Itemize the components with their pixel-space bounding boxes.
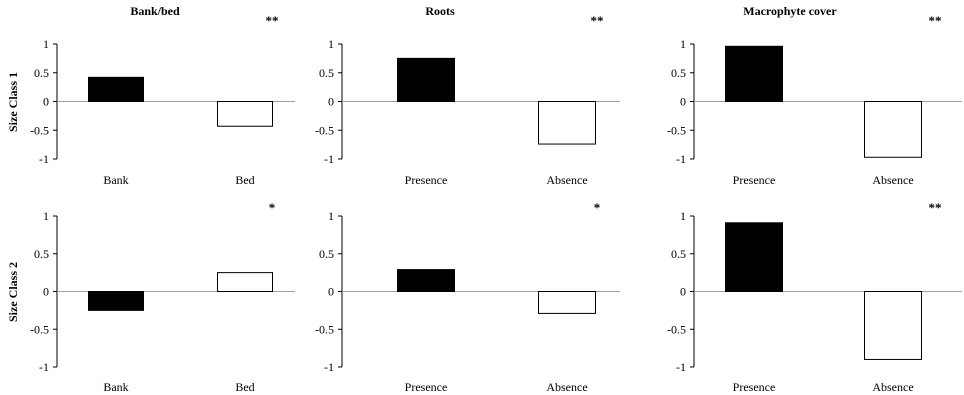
category-label: Absence [872,173,913,187]
bar-bed [217,272,273,292]
y-tick-label: 0 [680,285,686,299]
category-label: Bank [103,173,128,187]
significance-marker: * [594,200,601,215]
y-tick-label: 0 [43,95,49,109]
panel-r1-c3: 1 0.5 0 -0.5 -1 Presence Absence ** [667,13,962,187]
y-tick-label: 0.5 [34,247,49,261]
row-label-size-class-1: Size Class 1 [6,72,20,132]
bar-absence [538,101,596,145]
y-tick-label: 1 [680,209,686,223]
column-title-bank-bed: Bank/bed [130,4,180,18]
category-label: Presence [733,380,776,394]
y-tick-label: -0.5 [667,123,686,137]
panel-r2-c2: 1 0.5 0 -0.5 -1 Presence Absence * [315,200,620,394]
y-tick-label: -1 [676,152,686,166]
panel-r1-c1: 1 0.5 0 -0.5 -1 Bank Bed ** [30,13,295,187]
y-tick-label: 1 [328,37,334,51]
significance-marker: ** [591,13,604,28]
bar-bank [88,291,144,311]
y-tick-label: 0.5 [319,247,334,261]
category-label: Bed [235,380,254,394]
y-tick-label: 0.5 [671,247,686,261]
panel-r2-c1: 1 0.5 0 -0.5 -1 Bank Bed * [30,200,295,394]
y-tick-label: -0.5 [30,123,49,137]
panel-r2-c3: 1 0.5 0 -0.5 -1 Presence Absence ** [667,200,962,394]
category-label: Bank [103,380,128,394]
category-label: Absence [546,380,587,394]
column-title-macrophyte-cover: Macrophyte cover [743,4,837,18]
significance-marker: ** [266,13,279,28]
bar-absence [864,291,922,360]
category-label: Presence [405,380,448,394]
bar-absence [864,101,922,158]
y-tick-label: -1 [324,360,334,374]
y-tick-label: 1 [328,209,334,223]
y-tick-label: 1 [680,37,686,51]
y-tick-label: 0 [328,285,334,299]
bar-bank [88,76,144,102]
y-tick-label: -1 [324,152,334,166]
bar-presence [397,57,455,102]
bar-presence [725,222,783,292]
y-tick-label: 0.5 [671,66,686,80]
y-tick-label: -0.5 [315,322,334,336]
y-tick-label: -0.5 [667,322,686,336]
y-tick-label: 1 [43,209,49,223]
y-tick-label: -0.5 [30,322,49,336]
y-tick-label: 1 [43,37,49,51]
bar-presence [725,45,783,102]
panel-r1-c2: 1 0.5 0 -0.5 -1 Presence Absence ** [315,13,620,187]
y-tick-label: -1 [676,360,686,374]
y-tick-label: 0 [680,95,686,109]
category-label: Absence [546,173,587,187]
row-label-size-class-2: Size Class 2 [6,262,20,322]
y-tick-label: -0.5 [315,123,334,137]
category-label: Absence [872,380,913,394]
significance-marker: * [269,200,276,215]
category-label: Presence [405,173,448,187]
significance-marker: ** [929,13,942,28]
bar-bed [217,101,273,127]
y-tick-label: 0.5 [319,66,334,80]
significance-marker: ** [929,200,942,215]
y-tick-label: 0.5 [34,66,49,80]
y-tick-label: 0 [43,285,49,299]
y-tick-label: -1 [39,152,49,166]
category-label: Bed [235,173,254,187]
y-tick-label: 0 [328,95,334,109]
category-label: Presence [733,173,776,187]
bar-presence [397,269,455,293]
column-title-roots: Roots [425,4,455,18]
y-tick-label: -1 [39,360,49,374]
bar-absence [538,291,596,314]
